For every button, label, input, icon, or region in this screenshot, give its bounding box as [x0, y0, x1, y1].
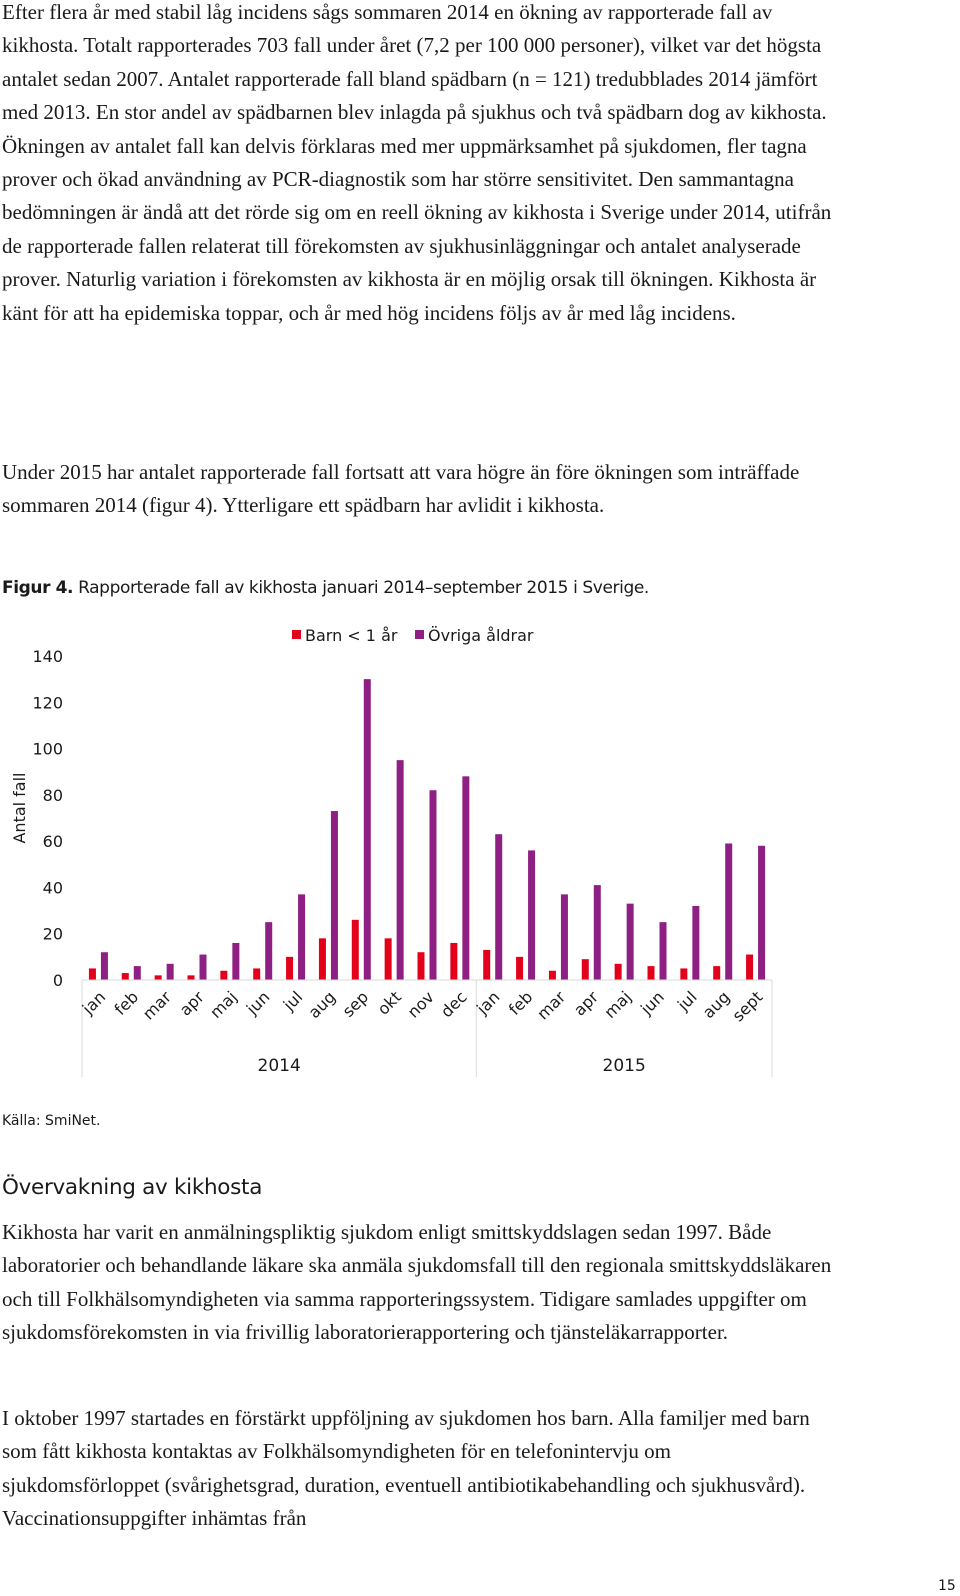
x-tick-label: feb [111, 987, 143, 1019]
y-tick-label: 100 [32, 740, 63, 759]
figure-caption: Figur 4. Rapporterade fall av kikhosta j… [2, 578, 649, 598]
y-tick-label: 120 [32, 693, 63, 712]
legend-label: Barn < 1 år [305, 626, 398, 645]
x-tick-label: dec [437, 987, 471, 1021]
bar-other-ages [560, 894, 568, 980]
section-heading: Övervakning av kikhosta [2, 1175, 263, 1200]
bar-other-ages [265, 922, 273, 980]
y-tick-label: 40 [43, 878, 63, 897]
bar-other-ages [363, 679, 371, 980]
body-paragraph: Kikhosta har varit en anmälningspliktig … [2, 1220, 832, 1345]
bar-infants [220, 970, 228, 980]
bar-other-ages [593, 885, 601, 980]
bar-infants [614, 963, 622, 980]
bar-other-ages [626, 903, 634, 980]
body-paragraph: Under 2015 har antalet rapporterade fall… [2, 460, 800, 518]
x-tick-label: maj [600, 987, 635, 1022]
bar-other-ages [330, 811, 338, 980]
x-tick-label: jun [242, 987, 274, 1019]
x-group-label: 2015 [603, 1056, 646, 1076]
bar-other-ages [166, 963, 174, 980]
x-tick-label: aug [305, 987, 340, 1022]
y-tick-label: 140 [32, 647, 63, 666]
x-tick-label: jan [472, 987, 503, 1018]
bar-infants [680, 968, 688, 980]
bar-infants [286, 956, 294, 980]
x-group-label: 2014 [258, 1056, 301, 1076]
x-tick-label: sept [728, 987, 766, 1025]
y-tick-label: 80 [43, 786, 63, 805]
x-tick-label: mar [139, 987, 175, 1023]
bar-other-ages [725, 843, 733, 980]
legend-swatch [415, 630, 424, 639]
y-tick-label: 60 [43, 832, 63, 851]
bar-other-ages [758, 845, 766, 980]
bar-other-ages [298, 894, 306, 980]
bar-infants [713, 966, 721, 980]
x-tick-label: jul [673, 987, 701, 1015]
x-tick-label: nov [404, 987, 438, 1021]
body-paragraph: I oktober 1997 startades en förstärkt up… [2, 1406, 810, 1531]
bar-infants [384, 938, 392, 980]
legend-swatch [292, 630, 301, 639]
x-tick-label: mar [533, 987, 569, 1023]
page-number: 15 [938, 1578, 956, 1594]
bar-other-ages [659, 922, 667, 980]
y-tick-label: 20 [43, 925, 63, 944]
bar-other-ages [462, 776, 470, 980]
bar-infants [746, 954, 754, 980]
x-tick-label: feb [505, 987, 537, 1019]
bar-other-ages [495, 834, 503, 980]
bar-other-ages [232, 942, 240, 980]
body-paragraph: Efter flera år med stabil låg incidens s… [2, 0, 832, 325]
bar-infants [154, 975, 162, 980]
bar-other-ages [396, 760, 404, 980]
figure-source: Källa: SmiNet. [2, 1113, 101, 1129]
bar-other-ages [692, 905, 700, 980]
bar-infants [187, 975, 195, 980]
bar-other-ages [429, 790, 437, 980]
legend-label: Övriga åldrar [428, 626, 534, 645]
bar-infants [417, 952, 425, 980]
figure-caption-text: Rapporterade fall av kikhosta januari 20… [78, 578, 649, 598]
x-tick-label: apr [570, 987, 602, 1019]
bar-infants [121, 973, 129, 980]
bar-infants [88, 968, 96, 980]
bar-infants [351, 919, 359, 980]
bar-infants [647, 966, 655, 980]
x-tick-label: sep [339, 987, 372, 1020]
bar-infants [581, 959, 589, 980]
bar-other-ages [100, 952, 108, 980]
bar-infants [483, 949, 491, 980]
bar-other-ages [133, 966, 141, 980]
x-tick-label: jun [636, 987, 668, 1019]
bar-infants [318, 938, 326, 980]
x-tick-label: maj [206, 987, 241, 1022]
bar-infants [450, 942, 458, 980]
bar-infants [253, 968, 261, 980]
x-tick-label: aug [699, 987, 734, 1022]
x-tick-label: apr [176, 987, 208, 1019]
x-tick-label: jul [279, 987, 307, 1015]
bar-other-ages [199, 954, 207, 980]
y-axis-label: Antal fall [10, 772, 29, 843]
figure-label: Figur 4. [2, 578, 74, 598]
bar-infants [516, 956, 524, 980]
bar-other-ages [528, 850, 536, 980]
x-tick-label: jan [78, 987, 109, 1018]
bar-infants [548, 970, 556, 980]
x-tick-label: okt [374, 987, 405, 1018]
y-tick-label: 0 [53, 971, 63, 990]
